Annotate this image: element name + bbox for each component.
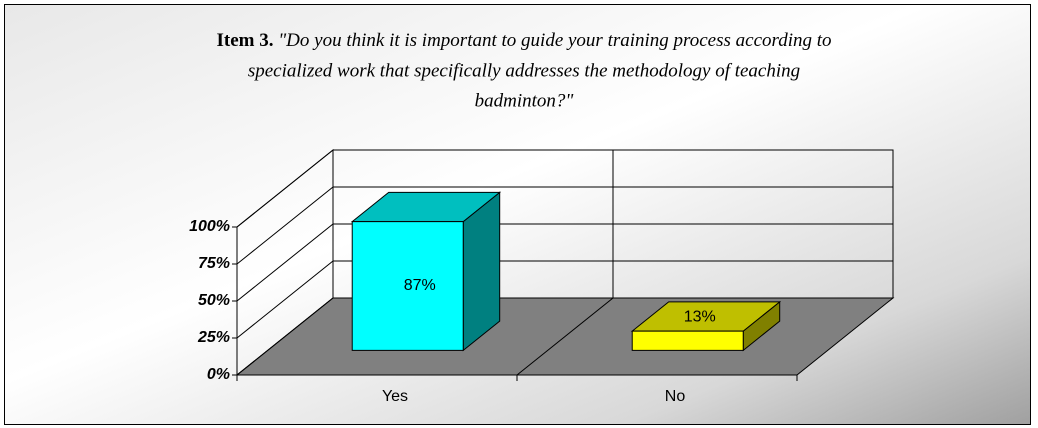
data-label: 87%	[404, 277, 436, 294]
title-line: badminton?"	[475, 90, 575, 111]
bar-front	[351, 221, 464, 351]
x-tick-label: No	[665, 388, 686, 405]
y-tick-label: 50%	[198, 292, 230, 309]
title-prefix: Item 3.	[216, 30, 273, 51]
y-tick-label: 100%	[189, 218, 230, 235]
grid-line	[236, 223, 893, 302]
grid-line	[236, 186, 893, 265]
grid-line	[236, 260, 893, 339]
title-line: specialized work that specifically addre…	[248, 60, 800, 81]
x-tick-label: Yes	[382, 388, 408, 405]
grid-line	[236, 297, 893, 376]
data-label: 13%	[684, 308, 716, 325]
title-line: "Do you think it is important to guide y…	[278, 30, 831, 51]
bar	[630, 300, 782, 352]
y-tick-label: 25%	[197, 329, 230, 346]
bar-front	[631, 330, 744, 351]
chart-title: Item 3. "Do you think it is important to…	[216, 30, 831, 51]
y-tick-label: 75%	[198, 255, 230, 272]
y-tick-label: 0%	[207, 366, 230, 383]
bar	[350, 191, 502, 352]
grid-line	[236, 149, 893, 228]
